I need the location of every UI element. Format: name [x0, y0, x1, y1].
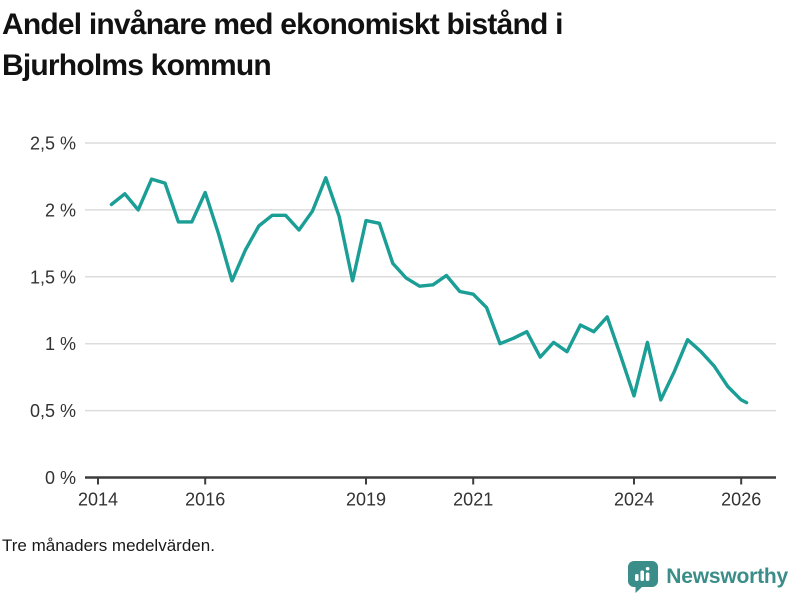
x-axis-tick-label: 2024	[614, 490, 654, 510]
x-axis-tick-label: 2019	[346, 490, 386, 510]
page-title-line-1: Andel invånare med ekonomiskt bistånd i	[2, 8, 563, 41]
y-axis-tick-label: 0,5 %	[30, 401, 76, 421]
y-axis-tick-label: 2 %	[45, 200, 76, 220]
x-axis-tick-label: 2026	[721, 490, 761, 510]
page-title: Andel invånare med ekonomiskt bistånd i …	[2, 4, 782, 86]
x-axis-tick-label: 2021	[453, 490, 493, 510]
y-axis-tick-label: 0 %	[45, 468, 76, 488]
y-axis-tick-label: 1 %	[45, 334, 76, 354]
y-axis-tick-label: 1,5 %	[30, 267, 76, 287]
trend-line	[109, 176, 749, 405]
y-axis-tick-label: 2,5 %	[30, 134, 76, 154]
newsworthy-logo-icon	[628, 561, 659, 593]
page-title-line-2: Bjurholms kommun	[2, 49, 272, 82]
x-axis-tick-label: 2016	[185, 490, 225, 510]
x-axis-tick-label: 2014	[78, 490, 118, 510]
newsworthy-logo: Newsworthy	[628, 560, 788, 594]
footnote: Tre månaders medelvärden.	[2, 536, 215, 555]
newsworthy-wordmark: Newsworthy	[666, 565, 788, 588]
